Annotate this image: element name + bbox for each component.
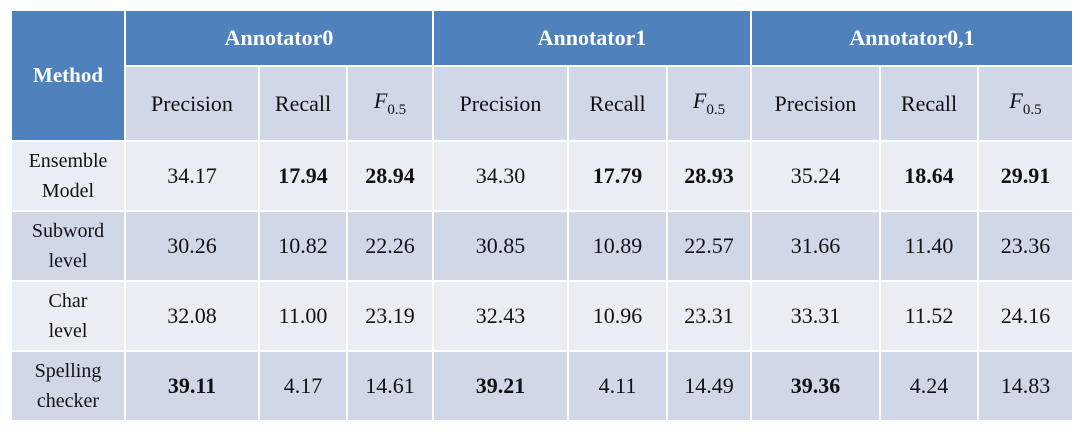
value-cell: 4.11 xyxy=(567,350,668,422)
value-cell: 17.94 xyxy=(258,140,348,212)
value-cell: 11.40 xyxy=(879,210,979,282)
f-symbol: F xyxy=(1009,88,1023,113)
value-cell: 33.31 xyxy=(750,280,881,352)
results-table-container: Method Annotator0 Annotator1 Annotator0,… xyxy=(10,9,1074,422)
method-header: Method xyxy=(10,9,126,142)
method-line1: Spelling xyxy=(34,360,102,382)
value-cell: 39.21 xyxy=(432,350,569,422)
table-row-char-level: Char level 32.08 11.00 23.19 32.43 10.96 … xyxy=(10,280,1074,352)
value-cell: 11.52 xyxy=(879,280,979,352)
f-subscript: 0.5 xyxy=(1022,102,1042,118)
method-line2: Model xyxy=(41,180,95,202)
method-line2: checker xyxy=(36,390,100,412)
method-cell: Spelling checker xyxy=(10,350,126,422)
table-row-spelling-checker: Spelling checker 39.11 4.17 14.61 39.21 4… xyxy=(10,350,1074,422)
method-line1: Subword xyxy=(31,220,105,242)
value-cell: 28.94 xyxy=(346,140,434,212)
f-symbol: F xyxy=(373,88,388,113)
precision-header: Precision xyxy=(750,65,881,142)
f05-header: F0.5 xyxy=(666,65,752,142)
value-cell: 23.19 xyxy=(346,280,434,352)
value-cell: 39.36 xyxy=(750,350,881,422)
value-cell: 23.36 xyxy=(977,210,1074,282)
value-cell: 30.85 xyxy=(432,210,569,282)
value-cell: 14.83 xyxy=(977,350,1074,422)
f05-header: F0.5 xyxy=(346,65,434,142)
group-header-row: Method Annotator0 Annotator1 Annotator0,… xyxy=(10,9,1074,142)
value-cell: 29.91 xyxy=(977,140,1074,212)
value-cell: 10.96 xyxy=(567,280,668,352)
precision-header: Precision xyxy=(432,65,569,142)
value-cell: 4.24 xyxy=(879,350,979,422)
method-line2: level xyxy=(48,320,88,342)
value-cell: 22.26 xyxy=(346,210,434,282)
group-header-annotator1: Annotator1 xyxy=(432,9,752,67)
value-cell: 14.61 xyxy=(346,350,434,422)
f-subscript: 0.5 xyxy=(706,102,726,118)
value-cell: 4.17 xyxy=(258,350,348,422)
value-cell: 34.30 xyxy=(432,140,569,212)
value-cell: 11.00 xyxy=(258,280,348,352)
precision-header: Precision xyxy=(124,65,260,142)
value-cell: 35.24 xyxy=(750,140,881,212)
method-line2: level xyxy=(48,250,88,272)
value-cell: 32.43 xyxy=(432,280,569,352)
table-row-ensemble-model: Ensemble Model 34.17 17.94 28.94 34.30 17… xyxy=(10,140,1074,212)
method-cell: Subword level xyxy=(10,210,126,282)
f05-header: F0.5 xyxy=(977,65,1074,142)
table-row-subword-level: Subword level 30.26 10.82 22.26 30.85 10.… xyxy=(10,210,1074,282)
group-header-annotator01: Annotator0,1 xyxy=(750,9,1074,67)
value-cell: 31.66 xyxy=(750,210,881,282)
method-line1: Char xyxy=(48,290,88,312)
value-cell: 24.16 xyxy=(977,280,1074,352)
value-cell: 39.11 xyxy=(124,350,260,422)
method-cell: Ensemble Model xyxy=(10,140,126,212)
f-subscript: 0.5 xyxy=(387,102,407,118)
value-cell: 30.26 xyxy=(124,210,260,282)
value-cell: 10.82 xyxy=(258,210,348,282)
value-cell: 28.93 xyxy=(666,140,752,212)
recall-header: Recall xyxy=(258,65,348,142)
value-cell: 18.64 xyxy=(879,140,979,212)
recall-header: Recall xyxy=(879,65,979,142)
value-cell: 23.31 xyxy=(666,280,752,352)
method-line1: Ensemble xyxy=(28,150,108,172)
method-cell: Char level xyxy=(10,280,126,352)
value-cell: 14.49 xyxy=(666,350,752,422)
sub-header-row: Precision Recall F0.5 Precision Recall F… xyxy=(11,65,1074,142)
value-cell: 22.57 xyxy=(666,210,752,282)
group-header-annotator0: Annotator0 xyxy=(124,9,434,67)
f-symbol: F xyxy=(692,88,707,113)
value-cell: 32.08 xyxy=(124,280,260,352)
value-cell: 10.89 xyxy=(567,210,668,282)
value-cell: 17.79 xyxy=(567,140,668,212)
results-table: Method Annotator0 Annotator1 Annotator0,… xyxy=(10,9,1074,422)
value-cell: 34.17 xyxy=(124,140,260,212)
recall-header: Recall xyxy=(567,65,668,142)
